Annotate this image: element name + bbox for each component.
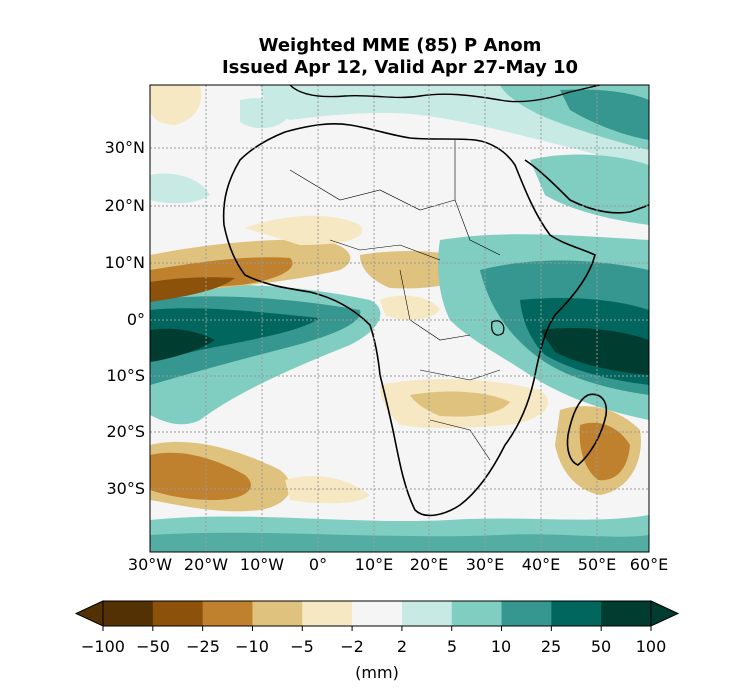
colorbar-label-neg100: −100 (81, 637, 125, 656)
lon-label-30w: 30°W (127, 555, 173, 574)
colorbar-swatch (302, 601, 353, 626)
map-title-line-2: Issued Apr 12, Valid Apr 27-May 10 (221, 57, 579, 78)
colorbar-unit-label: (mm) (355, 663, 399, 682)
southern-wet-inner (150, 532, 649, 552)
lon-label-60e: 60°E (629, 555, 669, 574)
lat-label-10s: 10°S (106, 366, 145, 385)
colorbar-label-2: 2 (396, 637, 408, 656)
colorbar-label-5: 5 (446, 637, 458, 656)
coastlines (222, 85, 649, 517)
colorbar-over-arrow (650, 600, 680, 627)
lon-label-10w: 10°W (239, 555, 285, 574)
lon-label-20e: 20°E (409, 555, 449, 574)
atlantic-wet-peak (150, 328, 215, 362)
colorbar-label-25: 25 (540, 637, 562, 656)
map-frame (149, 84, 650, 553)
lon-label-40e: 40°E (521, 555, 561, 574)
lon-label-0: 0° (308, 555, 328, 574)
lat-label-20s: 20°S (106, 422, 145, 441)
colorbar-label-neg5: −5 (290, 637, 314, 656)
tropical-atlantic-wet-patch (150, 173, 210, 204)
anomaly-field (150, 85, 649, 552)
country-borders (289, 140, 501, 461)
colorbar-swatch (252, 601, 303, 626)
southwest-dry-band (285, 475, 370, 504)
colorbar-swatch (451, 601, 503, 626)
colorbar-label-10: 10 (490, 637, 512, 656)
lat-label-30s: 30°S (106, 479, 145, 498)
colorbar-swatch (401, 601, 453, 626)
eastern-med-wet-max (560, 89, 649, 140)
lat-label-10n: 10°N (104, 253, 145, 272)
madagascar-dry-core (579, 422, 630, 481)
colorbar-frame (102, 600, 652, 627)
colorbar-label-100: 100 (635, 637, 667, 656)
indian-ocean-wet-peak (540, 328, 649, 375)
lat-label-30n: 30°N (104, 138, 145, 157)
west-coast-wet-patch (150, 85, 202, 125)
colorbar-label-50: 50 (590, 637, 612, 656)
colorbar-swatch (352, 601, 403, 626)
europe-coastline (289, 85, 601, 103)
arabia-wet-band (530, 154, 649, 225)
colorbar-swatch (601, 601, 652, 626)
lon-label-50e: 50°E (577, 555, 617, 574)
colorbar-label-neg2: −2 (340, 637, 364, 656)
map-title-line-1: Weighted MME (85) P Anom (258, 35, 542, 56)
lon-label-10e: 10°E (354, 555, 394, 574)
madagascar-coastline (566, 393, 608, 466)
colorbar-under-arrow (74, 600, 104, 627)
arabia-coastline (524, 159, 649, 214)
lake-victoria (491, 320, 505, 336)
colorbar (74, 600, 680, 631)
central-africa-dry-patch (380, 295, 440, 320)
colorbar-swatch (152, 601, 204, 626)
colorbar-swatch (551, 601, 602, 626)
africa-coastline (222, 123, 596, 517)
colorbar-label-neg50: −50 (136, 637, 170, 656)
guinea-coast-dry-max (150, 277, 235, 302)
colorbar-swatch (202, 601, 253, 626)
west-africa-light-dry (245, 215, 362, 245)
colorbar-label-neg25: −25 (186, 637, 220, 656)
lon-label-20w: 20°W (183, 555, 229, 574)
lat-label-equator: 0° (126, 310, 145, 329)
lat-label-20n: 20°N (104, 196, 145, 215)
colorbar-swatch (501, 601, 552, 626)
south-atlantic-dry-core (150, 452, 251, 500)
gridlines (150, 85, 649, 552)
lon-label-30e: 30°E (465, 555, 505, 574)
colorbar-swatch (103, 601, 154, 626)
morocco-wet-patch (240, 98, 290, 129)
colorbar-label-neg10: −10 (235, 637, 269, 656)
